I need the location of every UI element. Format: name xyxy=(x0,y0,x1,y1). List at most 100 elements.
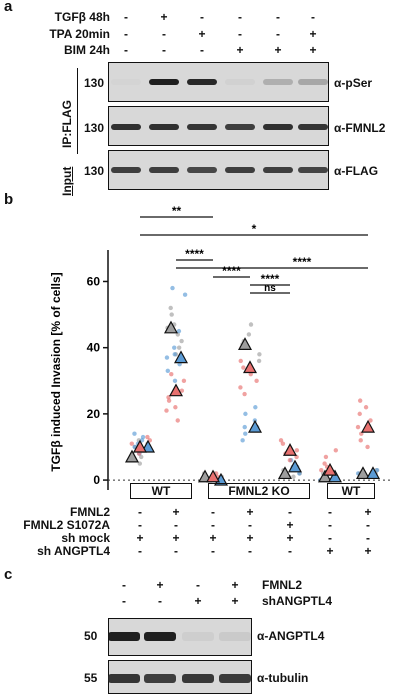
mean-triangle xyxy=(365,466,381,480)
panel-c-sign: + xyxy=(231,594,239,608)
replicate-point xyxy=(240,438,245,443)
replicate-point xyxy=(294,448,300,453)
replicate-point xyxy=(168,305,173,311)
replicate-point xyxy=(181,378,187,383)
panel-a-band xyxy=(111,124,141,130)
mw-angptl4: 50 xyxy=(84,629,98,643)
panel-b-sign: - xyxy=(366,531,370,545)
significance-label: **** xyxy=(293,255,312,269)
panel-a-sign: + xyxy=(198,27,206,41)
mean-triangle xyxy=(205,469,221,483)
blot-flag xyxy=(108,150,329,190)
group-ko: FMNL2 KO xyxy=(208,483,310,499)
panel-a-band xyxy=(187,124,217,130)
cond-label-tgfb: TGFβ 48h xyxy=(54,10,110,24)
replicate-point xyxy=(176,345,182,350)
panel-c-sign: + xyxy=(231,578,239,592)
panel-b-sign: - xyxy=(211,518,215,532)
cond-label-s1072a: FMNL2 S1072A xyxy=(23,518,110,532)
replicate-point xyxy=(172,378,178,383)
panel-c-sign: + xyxy=(156,578,164,592)
panel-b-sign: - xyxy=(288,505,292,519)
panel-a-letter: a xyxy=(4,0,13,15)
panel-a-sign: - xyxy=(311,10,315,24)
replicate-point xyxy=(173,405,178,410)
y-tick-label: 0 xyxy=(93,473,100,487)
y-tick-label: 40 xyxy=(87,341,101,355)
replicate-point xyxy=(129,441,134,446)
replicate-point xyxy=(139,438,145,443)
panel-b-sign: + xyxy=(136,531,144,545)
replicate-point xyxy=(166,398,172,403)
panel-c-sign: - xyxy=(196,578,200,592)
replicate-point xyxy=(170,285,175,291)
replicate-point xyxy=(241,365,246,370)
panel-c-band xyxy=(108,632,140,641)
panel-a-sign: + xyxy=(236,43,244,57)
mean-triangle xyxy=(173,350,189,364)
mean-triangle xyxy=(322,462,338,476)
replicate-point xyxy=(358,438,363,443)
panel-a-sign: - xyxy=(238,27,242,41)
cond-label-bim: BIM 24h xyxy=(63,43,110,57)
replicate-point xyxy=(238,358,243,364)
mean-triangle xyxy=(355,466,371,480)
panel-b-sign: + xyxy=(326,544,334,558)
antibody-fmnl2: α-FMNL2 xyxy=(334,121,386,135)
panel-b-sign: - xyxy=(328,531,332,545)
panel-b-sign: - xyxy=(248,518,252,532)
replicate-point xyxy=(169,312,174,317)
panel-c-sign: - xyxy=(122,578,126,592)
significance-label: ns xyxy=(264,283,276,294)
replicate-points xyxy=(129,285,380,483)
mean-triangle xyxy=(163,320,179,334)
mean-triangle xyxy=(282,443,298,456)
panel-b-sign: - xyxy=(138,518,142,532)
replicate-point xyxy=(242,424,247,430)
cond-label-c-shangptl4: shANGPTL4 xyxy=(262,594,333,608)
replicate-point xyxy=(246,332,252,337)
replicate-point xyxy=(132,431,137,436)
replicate-point xyxy=(280,441,286,446)
replicate-point xyxy=(368,418,373,423)
replicate-point xyxy=(145,434,150,440)
panel-b-sign: - xyxy=(366,518,370,532)
panel-b-sign: - xyxy=(288,544,292,558)
mean-triangle xyxy=(124,449,140,463)
blot-fmnl2 xyxy=(108,106,329,146)
replicate-point xyxy=(278,438,284,443)
replicate-point xyxy=(363,405,369,410)
panel-c-sign: + xyxy=(194,594,202,608)
significance-label: **** xyxy=(185,247,204,261)
panel-a-band xyxy=(111,79,141,85)
mean-triangle xyxy=(317,469,333,483)
replicate-point xyxy=(253,405,258,410)
replicate-point xyxy=(374,467,380,473)
panel-c-band xyxy=(108,674,140,683)
cond-label-c-fmnl2: FMNL2 xyxy=(262,578,302,592)
cond-label-fmnl2: FMNL2 xyxy=(70,505,110,519)
panel-a-band xyxy=(187,79,217,85)
panel-b-sign: - xyxy=(138,505,142,519)
panel-a-sign: + xyxy=(160,10,168,24)
replicate-point xyxy=(242,391,247,397)
replicate-point xyxy=(169,371,174,377)
panel-a-sign: - xyxy=(162,27,166,41)
replicate-point xyxy=(182,292,188,297)
panel-a-band xyxy=(263,124,293,130)
significance-label: ** xyxy=(172,204,182,218)
y-tick-label: 60 xyxy=(87,274,101,288)
mean-triangle xyxy=(242,360,258,374)
mw-pser: 130 xyxy=(84,76,105,90)
panel-b-sign: + xyxy=(172,531,180,545)
panel-a-band xyxy=(298,167,328,173)
replicate-point xyxy=(319,467,324,473)
panel-b-sign: + xyxy=(246,505,254,519)
replicate-point xyxy=(172,345,177,350)
panel-b-sign: + xyxy=(364,505,372,519)
replicate-point xyxy=(139,454,144,460)
panel-b-sign: + xyxy=(286,518,294,532)
panel-a-band xyxy=(111,167,141,173)
panel-a-sign: - xyxy=(124,43,128,57)
cond-label-shmock: sh mock xyxy=(61,531,110,545)
